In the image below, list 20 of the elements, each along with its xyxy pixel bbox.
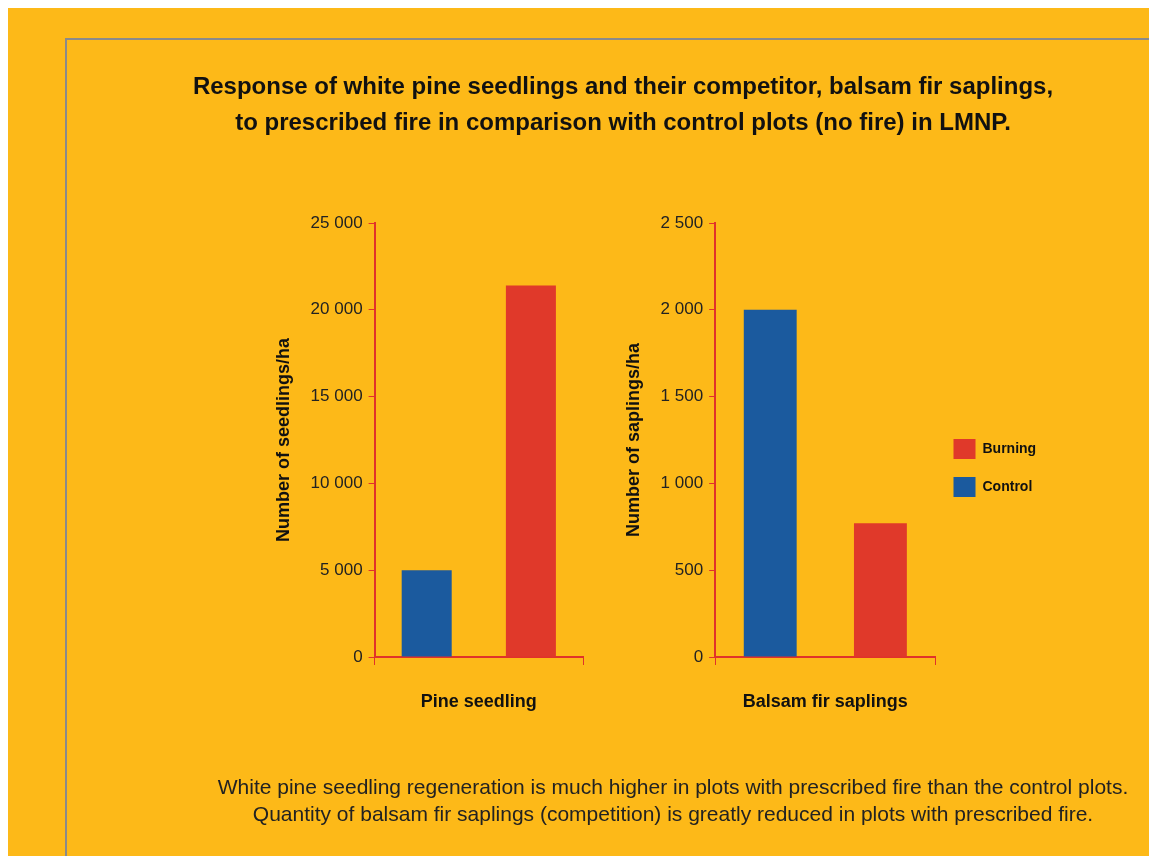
y-tick-label: 15 000 <box>310 386 363 406</box>
text: White pine seedling regeneration is much higher in plots with prescribed fire than the control plots. Quantity of balsam fir saplings (competition) is greatly reduced in plots with prescribed fire. <box>216 774 1130 827</box>
y-tick-label: 20 000 <box>310 299 363 319</box>
y-axis-title: Number of seedlings/ha <box>272 337 293 543</box>
y-tick-label: 500 <box>674 559 704 579</box>
y-tick-label: 2 000 <box>660 299 704 319</box>
x-axis-title: Balsam fir saplings <box>742 691 908 712</box>
y-tick-label: 1 000 <box>660 473 704 493</box>
y-tick-label: 0 <box>353 646 363 666</box>
y-tick-label: 1 500 <box>660 386 704 406</box>
y-tick-label: 0 <box>693 646 704 666</box>
chart-title: Response of white pine seedlings and their competitor, balsam fir saplings, to prescribed fire in comparison with control plots (no fire) in LMNP. <box>191 71 1055 137</box>
y-axis-title: Number of saplings/ha <box>622 342 643 538</box>
legend-label: Burning <box>982 439 1037 456</box>
y-tick-label: 25 000 <box>310 212 363 232</box>
legend-label: Control <box>982 477 1033 494</box>
y-tick-label: 10 000 <box>310 473 363 493</box>
y-tick-label: 2 500 <box>660 212 704 232</box>
y-tick-label: 5 000 <box>320 559 363 579</box>
x-axis-title: Pine seedling <box>420 691 537 712</box>
